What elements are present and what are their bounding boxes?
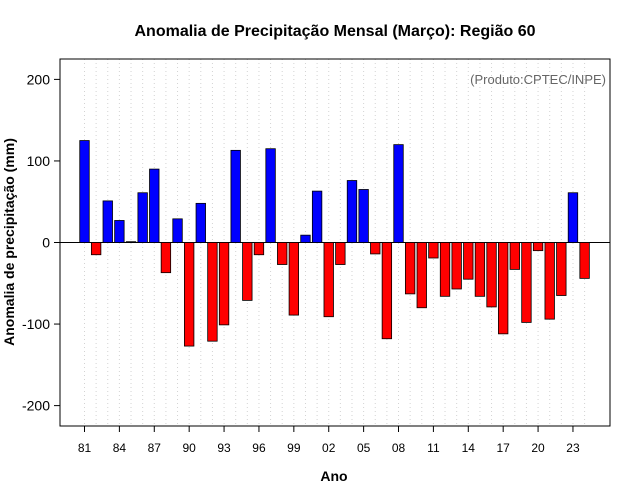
x-tick-label: 99	[287, 441, 301, 455]
bar-2020	[532, 242, 544, 252]
bar-1991	[195, 202, 206, 243]
bar-1986	[137, 192, 148, 243]
x-axis: 81 84 87 90 93 96 99 02 05 08 11 14 17 20 23	[78, 426, 580, 455]
bar-2006	[370, 242, 381, 255]
bar-2000	[300, 234, 311, 243]
x-tick-label: 87	[148, 441, 162, 455]
bar-2009	[404, 242, 416, 295]
x-tick-label: 90	[182, 441, 196, 455]
x-tick-label: 17	[497, 441, 511, 455]
y-tick-label: 200	[27, 71, 51, 87]
bar-1999	[288, 242, 299, 316]
bar-1983	[102, 200, 113, 243]
bar-2018	[509, 242, 520, 270]
x-tick-label: 93	[217, 441, 231, 455]
bar-2012	[439, 242, 451, 297]
bars	[79, 140, 590, 347]
credit-label: (Produto:CPTEC/INPE)	[470, 72, 606, 87]
bar-1989	[172, 218, 183, 243]
bar-1982	[90, 242, 102, 256]
bar-2013	[451, 242, 462, 290]
x-tick-label: 14	[462, 441, 476, 455]
x-tick-label: 84	[113, 441, 127, 455]
bar-1994	[230, 149, 241, 243]
y-tick-label: 0	[42, 235, 50, 251]
bar-1985	[125, 241, 137, 243]
bar-2002	[323, 242, 334, 318]
bar-1981	[79, 140, 90, 243]
x-tick-label: 20	[531, 441, 545, 455]
y-tick-label: 100	[27, 153, 51, 169]
y-tick-label: -100	[22, 316, 50, 332]
bar-1998	[277, 242, 288, 265]
bar-2011	[428, 242, 439, 259]
bar-2017	[498, 242, 509, 335]
bar-2016	[486, 242, 497, 308]
bar-1992	[207, 242, 218, 342]
x-tick-label: 81	[78, 441, 92, 455]
bar-2024	[579, 242, 590, 279]
x-tick-label: 08	[392, 441, 406, 455]
bar-2001	[311, 190, 323, 243]
bar-1988	[160, 242, 172, 274]
y-tick-label: -200	[22, 398, 50, 414]
x-tick-label: 11	[427, 441, 440, 455]
x-tick-label: 96	[252, 441, 266, 455]
bar-1990	[184, 242, 195, 347]
bar-1996	[253, 242, 265, 256]
bar-2014	[463, 242, 474, 280]
bar-2019	[521, 242, 532, 323]
bar-2004	[346, 180, 358, 243]
bar-1984	[114, 220, 125, 243]
bar-2005	[358, 189, 369, 243]
bar-2015	[474, 242, 486, 297]
x-tick-label: 23	[566, 441, 580, 455]
chart-title: Anomalia de Precipitação Mensal (Março):…	[134, 23, 535, 40]
bar-1987	[149, 168, 160, 243]
bar-2021	[544, 242, 555, 320]
x-axis-label: Ano	[320, 468, 347, 484]
bar-2007	[381, 242, 393, 340]
bar-2023	[567, 192, 579, 243]
bar-2022	[556, 242, 567, 296]
bar-2008	[393, 144, 404, 243]
bar-1995	[242, 242, 253, 301]
y-axis-label: Anomalia de precipitação (mm)	[1, 138, 17, 346]
x-tick-label: 05	[357, 441, 371, 455]
x-tick-label: 02	[322, 441, 336, 455]
bar-2003	[335, 242, 346, 265]
bar-2010	[416, 242, 427, 309]
y-axis: -200 -100 0 100 200	[22, 71, 60, 414]
bar-1997	[265, 148, 276, 243]
bar-1993	[218, 242, 230, 326]
